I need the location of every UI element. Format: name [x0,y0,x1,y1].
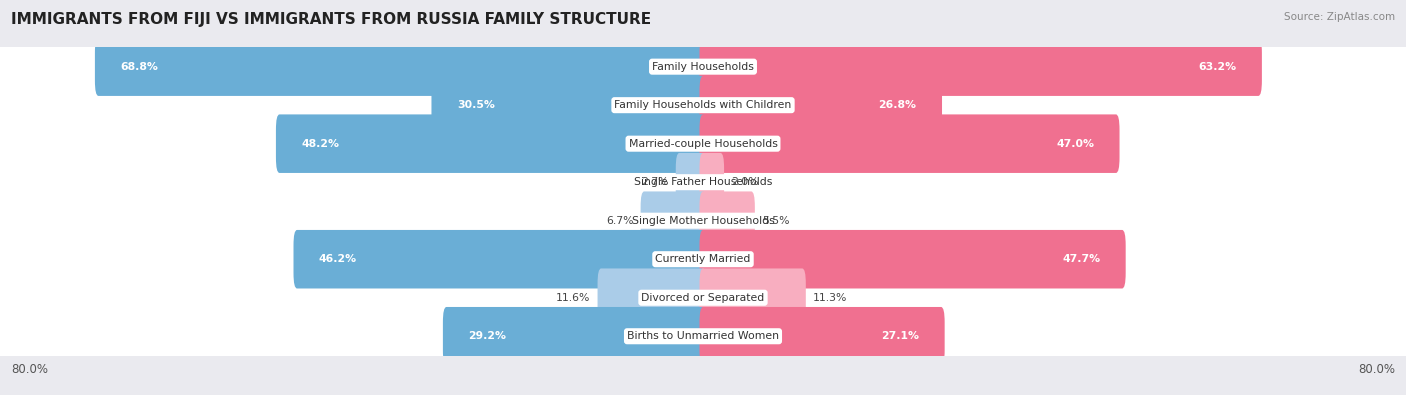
Text: 2.7%: 2.7% [641,177,669,187]
Text: Family Households: Family Households [652,62,754,71]
FancyBboxPatch shape [700,153,724,211]
Text: 11.3%: 11.3% [813,293,848,303]
FancyBboxPatch shape [432,76,707,134]
Text: IMMIGRANTS FROM FIJI VS IMMIGRANTS FROM RUSSIA FAMILY STRUCTURE: IMMIGRANTS FROM FIJI VS IMMIGRANTS FROM … [11,12,651,27]
FancyBboxPatch shape [276,115,707,173]
Text: 5.5%: 5.5% [762,216,789,226]
FancyBboxPatch shape [700,192,755,250]
FancyBboxPatch shape [676,153,707,211]
Text: 46.2%: 46.2% [319,254,357,264]
FancyBboxPatch shape [0,152,1406,212]
Text: Currently Married: Currently Married [655,254,751,264]
Text: 63.2%: 63.2% [1198,62,1236,71]
FancyBboxPatch shape [0,306,1406,366]
FancyBboxPatch shape [0,229,1406,289]
Text: Divorced or Separated: Divorced or Separated [641,293,765,303]
Text: 27.1%: 27.1% [882,331,920,341]
FancyBboxPatch shape [700,115,1119,173]
FancyBboxPatch shape [700,38,1263,96]
Text: 68.8%: 68.8% [121,62,159,71]
Text: 47.0%: 47.0% [1056,139,1094,149]
FancyBboxPatch shape [0,191,1406,251]
FancyBboxPatch shape [0,114,1406,174]
Text: 6.7%: 6.7% [606,216,634,226]
Text: 80.0%: 80.0% [1358,363,1395,376]
FancyBboxPatch shape [0,268,1406,328]
Text: Births to Unmarried Women: Births to Unmarried Women [627,331,779,341]
FancyBboxPatch shape [700,269,806,327]
Text: 47.7%: 47.7% [1062,254,1099,264]
Text: 48.2%: 48.2% [301,139,339,149]
Text: Family Households with Children: Family Households with Children [614,100,792,110]
FancyBboxPatch shape [700,76,942,134]
Text: 2.0%: 2.0% [731,177,759,187]
FancyBboxPatch shape [700,307,945,365]
Text: Source: ZipAtlas.com: Source: ZipAtlas.com [1284,12,1395,22]
FancyBboxPatch shape [0,75,1406,135]
Text: 11.6%: 11.6% [557,293,591,303]
FancyBboxPatch shape [641,192,707,250]
Text: Single Mother Households: Single Mother Households [631,216,775,226]
FancyBboxPatch shape [598,269,707,327]
Text: Single Father Households: Single Father Households [634,177,772,187]
Text: 30.5%: 30.5% [457,100,495,110]
FancyBboxPatch shape [700,230,1126,288]
Text: Married-couple Households: Married-couple Households [628,139,778,149]
FancyBboxPatch shape [443,307,707,365]
FancyBboxPatch shape [294,230,707,288]
FancyBboxPatch shape [0,37,1406,97]
FancyBboxPatch shape [94,38,706,96]
Text: 29.2%: 29.2% [468,331,506,341]
Text: 26.8%: 26.8% [879,100,917,110]
Text: 80.0%: 80.0% [11,363,48,376]
